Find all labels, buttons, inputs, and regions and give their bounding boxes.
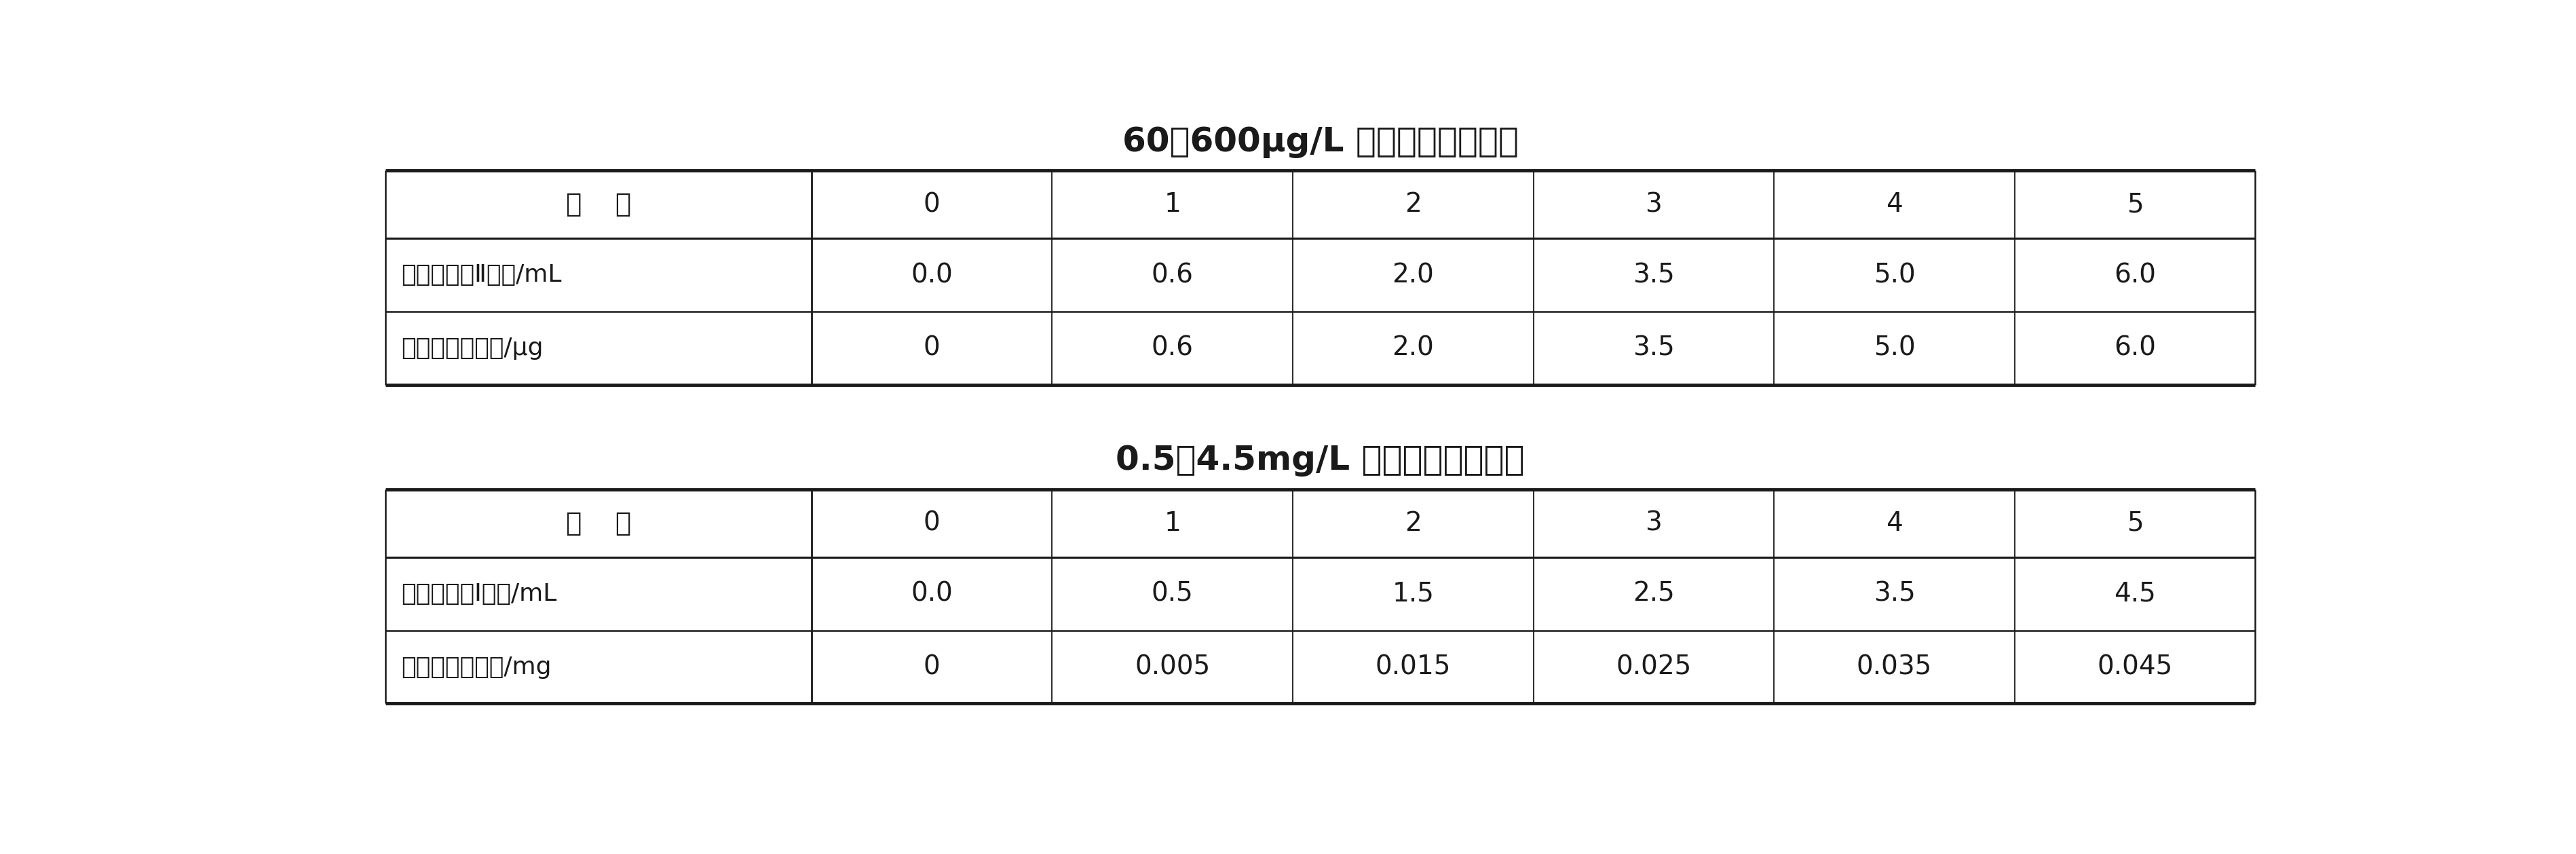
Text: 0.005: 0.005 — [1133, 654, 1211, 680]
Text: 0.6: 0.6 — [1151, 336, 1193, 361]
Text: 相当水样氨含量/μg: 相当水样氨含量/μg — [402, 336, 544, 360]
Text: 6.0: 6.0 — [2115, 336, 2156, 361]
Text: 0.5: 0.5 — [1151, 581, 1193, 606]
Text: 相当水样氨含量/mg: 相当水样氨含量/mg — [402, 656, 551, 679]
Text: 0: 0 — [922, 511, 940, 536]
Text: 0.045: 0.045 — [2097, 654, 2172, 680]
Text: 5.0: 5.0 — [1873, 336, 1917, 361]
Text: 0.035: 0.035 — [1857, 654, 1932, 680]
Text: 2.0: 2.0 — [1391, 262, 1435, 288]
Text: 0.025: 0.025 — [1615, 654, 1692, 680]
Text: 1: 1 — [1164, 511, 1180, 536]
Text: 5: 5 — [2128, 191, 2143, 217]
Text: 2: 2 — [1404, 191, 1422, 217]
Text: 3.5: 3.5 — [1873, 581, 1917, 606]
Text: 0.5～4.5mg/L 氨标准溶液的配制: 0.5～4.5mg/L 氨标准溶液的配制 — [1115, 444, 1525, 477]
Text: 0: 0 — [922, 336, 940, 361]
Text: 60～600μg/L 氨标准溶液的配制: 60～600μg/L 氨标准溶液的配制 — [1123, 126, 1517, 158]
Text: 5: 5 — [2128, 511, 2143, 536]
Text: 1: 1 — [1164, 191, 1180, 217]
Text: 3: 3 — [1646, 191, 1662, 217]
Text: 2: 2 — [1404, 511, 1422, 536]
Text: 氨工作溶液Ⅰ体积/mL: 氨工作溶液Ⅰ体积/mL — [402, 582, 556, 605]
Text: 编    号: 编 号 — [567, 511, 631, 536]
Text: 6.0: 6.0 — [2115, 262, 2156, 288]
Text: 0.0: 0.0 — [912, 262, 953, 288]
Text: 3.5: 3.5 — [1633, 262, 1674, 288]
Text: 4.5: 4.5 — [2115, 581, 2156, 606]
Text: 0: 0 — [922, 191, 940, 217]
Text: 5.0: 5.0 — [1873, 262, 1917, 288]
Text: 0.0: 0.0 — [912, 581, 953, 606]
Text: 2.5: 2.5 — [1633, 581, 1674, 606]
Text: 4: 4 — [1886, 511, 1904, 536]
Text: 0: 0 — [922, 654, 940, 680]
Text: 4: 4 — [1886, 191, 1904, 217]
Text: 0.6: 0.6 — [1151, 262, 1193, 288]
Text: 编    号: 编 号 — [567, 191, 631, 217]
Text: 3.5: 3.5 — [1633, 336, 1674, 361]
Text: 1.5: 1.5 — [1391, 581, 1435, 606]
Text: 3: 3 — [1646, 511, 1662, 536]
Text: 氨工作溶液Ⅱ体积/mL: 氨工作溶液Ⅱ体积/mL — [402, 263, 562, 287]
Text: 0.015: 0.015 — [1376, 654, 1450, 680]
Text: 2.0: 2.0 — [1391, 336, 1435, 361]
